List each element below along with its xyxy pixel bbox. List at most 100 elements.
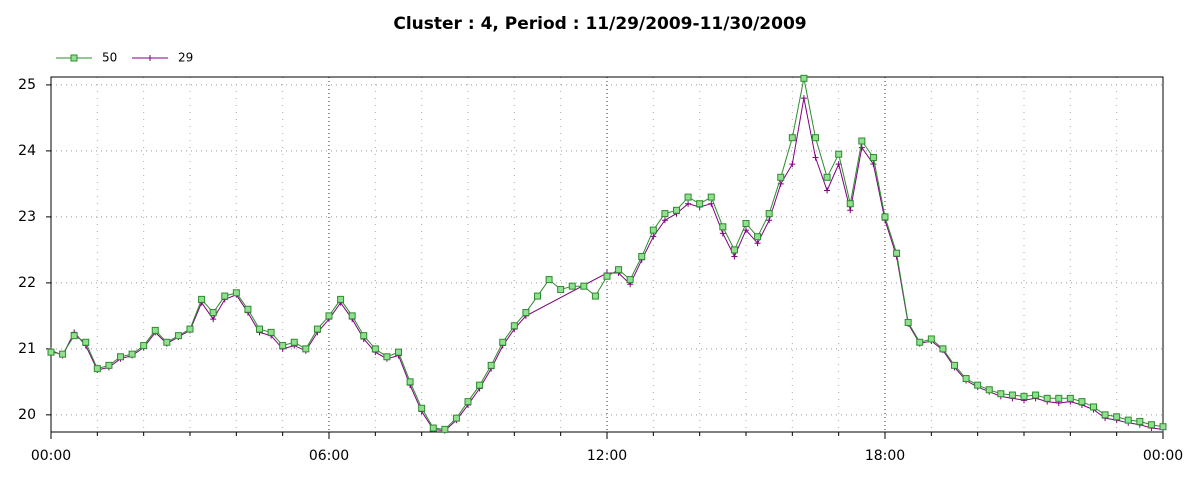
y-tick-label: 22 [18,275,36,291]
point [47,348,55,356]
point [1159,423,1167,431]
point [881,213,889,221]
point [626,276,634,284]
point [186,325,194,333]
point [870,161,877,168]
point [638,252,646,260]
point [673,206,680,214]
point [441,425,449,433]
point [383,353,391,361]
x-tick-label: 00:00 [31,448,71,464]
legend-item: 29 [132,51,193,65]
series [47,74,1167,433]
point [1032,391,1040,399]
x-tick-label: 18:00 [865,448,905,464]
point [650,233,657,240]
point [476,381,484,389]
point [290,338,298,346]
legend-item: 50 [56,51,117,65]
point [545,276,553,284]
point [580,282,588,290]
point [510,322,518,330]
point [789,161,796,168]
point [1101,411,1109,419]
y-tick-label: 20 [18,407,36,423]
point [371,345,379,353]
point [847,207,854,214]
point [974,381,982,389]
point [1043,394,1051,402]
point [591,292,599,300]
point [812,134,819,142]
point [1090,403,1097,411]
point [325,312,333,320]
point [731,253,738,260]
point [835,150,843,158]
point [1124,416,1132,424]
point [962,375,970,383]
y-tick-label: 24 [18,143,36,159]
point [939,345,947,353]
point [70,332,78,340]
point [464,398,472,406]
point [730,246,738,254]
point [1055,394,1063,402]
y-tick-label: 25 [18,77,36,93]
point [754,233,762,241]
point [395,348,402,356]
point [209,309,217,317]
point [279,342,287,350]
point [743,227,749,234]
point [174,332,182,340]
point [754,240,761,247]
point [1136,417,1144,425]
point [812,154,819,161]
point [615,266,623,274]
point [997,390,1005,398]
point [499,338,507,346]
point [708,200,715,207]
point [418,404,426,412]
point [765,210,773,218]
point [1020,392,1028,400]
point [685,200,692,207]
point [858,144,865,151]
point [985,386,993,394]
point [522,309,530,317]
point [1078,398,1086,406]
point [916,338,924,346]
x-tick-label: 00:00 [1143,448,1183,464]
legend-marker [147,55,153,61]
point [661,210,669,218]
point [337,295,345,303]
point [568,282,576,290]
point [198,295,206,303]
point [59,350,67,358]
point [406,378,414,386]
point [117,353,124,361]
point [719,230,726,237]
point [719,223,727,231]
point [800,95,807,102]
point [788,134,796,142]
y-tick-label: 21 [18,341,36,357]
point [93,365,101,373]
point [858,137,866,145]
x-tick-label: 12:00 [587,448,627,464]
point [221,292,229,300]
point [267,328,275,336]
point [869,154,877,162]
legend-marker [70,54,78,62]
point [661,217,668,224]
point [557,285,565,293]
point [82,338,90,346]
x-tick-label: 06:00 [309,448,349,464]
point [256,325,263,333]
point [163,338,171,346]
point [742,219,750,227]
point [684,193,692,201]
plot-frame [50,76,1164,433]
point [534,292,541,300]
point [1147,421,1155,429]
